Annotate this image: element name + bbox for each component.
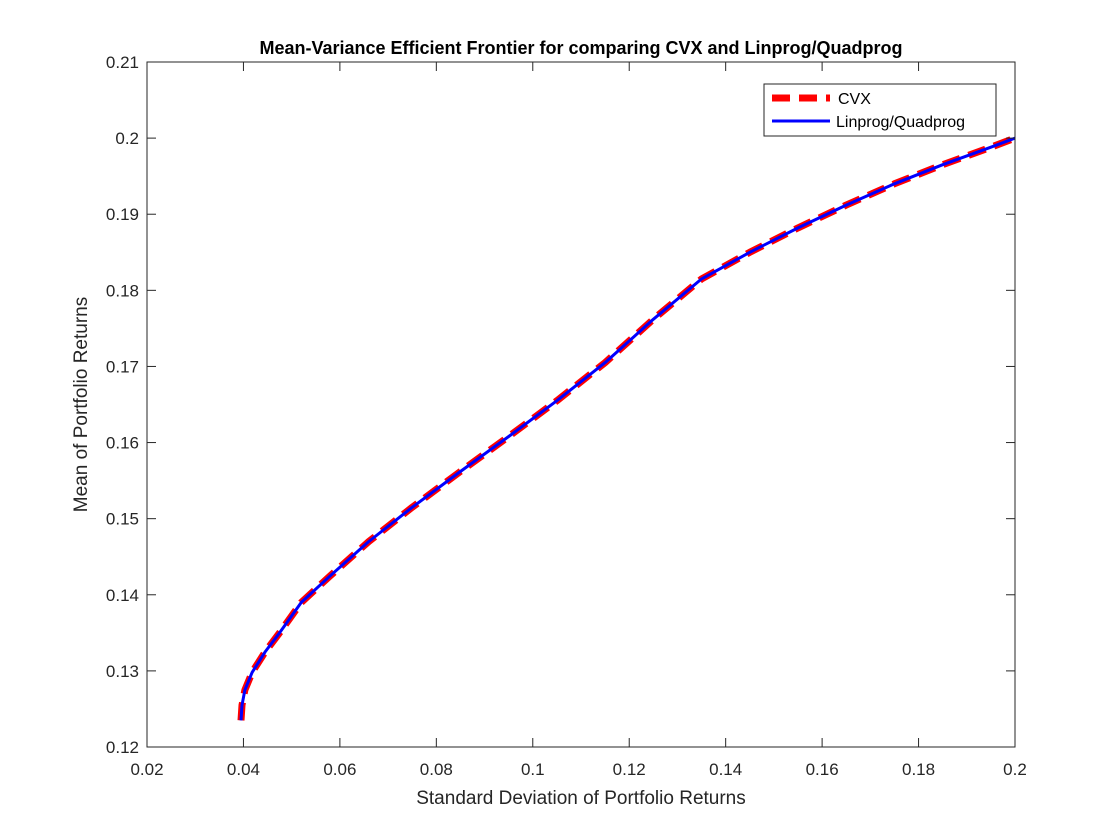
x-tick-label: 0.04 — [227, 760, 260, 779]
x-tick-label: 0.02 — [130, 760, 163, 779]
x-tick-label: 0.08 — [420, 760, 453, 779]
legend-label-cvx: CVX — [838, 91, 871, 108]
y-axis: 0.12 0.13 0.14 0.15 0.16 0.17 0.18 0.19 0.2 0.21 — [106, 53, 1015, 757]
y-tick-label: 0.12 — [106, 738, 139, 757]
y-tick-label: 0.17 — [106, 357, 139, 376]
legend-box — [763, 83, 997, 137]
x-tick-label: 0.16 — [806, 760, 839, 779]
y-tick-label: 0.14 — [106, 586, 139, 605]
plot-area — [147, 62, 1015, 747]
x-axis: 0.02 0.04 0.06 0.08 0.1 0.12 0.14 0.16 0.18 0.2 — [130, 62, 1027, 779]
x-axis-label: Standard Deviation of Portfolio Returns — [416, 788, 746, 809]
y-tick-label: 0.15 — [106, 510, 139, 529]
x-tick-label: 0.12 — [613, 760, 646, 779]
series-line-linprog-quadprog — [239, 136, 1016, 721]
y-tick-label: 0.2 — [115, 129, 139, 148]
x-tick-label: 0.14 — [709, 760, 742, 779]
x-tick-label: 0.2 — [1003, 760, 1027, 779]
x-tick-label: 0.18 — [902, 760, 935, 779]
legend: CVX Linprog/Quadprog — [763, 83, 997, 137]
y-tick-label: 0.21 — [106, 53, 139, 72]
series-layer — [237, 134, 1017, 721]
y-tick-label: 0.16 — [106, 434, 139, 453]
axes-box — [146, 61, 1016, 748]
legend-label-linprog-quadprog: Linprog/Quadprog — [836, 114, 965, 131]
y-tick-label: 0.13 — [106, 662, 139, 681]
chart-title: Mean-Variance Efficient Frontier for com… — [259, 38, 902, 58]
y-tick-label: 0.18 — [106, 281, 139, 300]
y-tick-label: 0.19 — [106, 205, 139, 224]
x-tick-label: 0.06 — [323, 760, 356, 779]
x-tick-label: 0.1 — [521, 760, 545, 779]
y-axis-label: Mean of Portfolio Returns — [71, 297, 92, 512]
